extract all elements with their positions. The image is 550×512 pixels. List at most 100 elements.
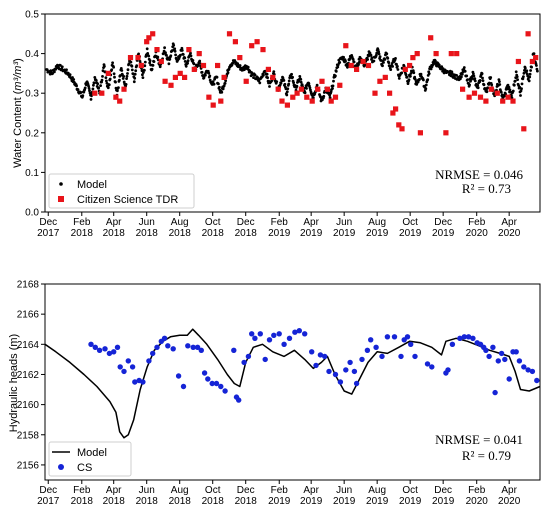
water-content-observation-point <box>443 130 449 136</box>
hydraulic-heads-xtick-label: Dec 2018 <box>235 485 258 507</box>
water-content-observation-point <box>488 86 494 92</box>
water-content-xtick-label: Oct 2019 <box>399 217 422 239</box>
water-content-observation-point <box>529 58 535 65</box>
water-content-model-point <box>286 87 290 91</box>
water-content-observation-point <box>510 98 516 104</box>
hydraulic-heads-observation-point <box>161 335 168 341</box>
hydraulic-heads-observation-point <box>351 368 358 375</box>
water-content-model-point <box>142 71 145 74</box>
water-content-observation-point <box>172 74 178 80</box>
water-content-model-point <box>226 71 230 75</box>
water-content-model-point <box>168 57 172 61</box>
water-content-model-point <box>112 72 116 76</box>
water-content-model-point <box>217 82 220 86</box>
water-content-model-point <box>122 75 126 78</box>
water-content-model-point <box>132 80 136 84</box>
water-content-observation-point <box>200 62 207 69</box>
water-content-model-point <box>68 73 72 77</box>
water-content-model-point <box>522 71 526 75</box>
water-content-model-point <box>515 75 519 79</box>
water-content-model-point <box>107 83 111 87</box>
water-content-model-point <box>212 82 216 86</box>
water-content-observation-point <box>279 98 285 104</box>
water-content-observation-point <box>92 90 98 96</box>
hydraulic-heads-observation-point <box>364 347 371 353</box>
water-content-model-point <box>397 77 401 80</box>
water-content-model-point <box>101 75 104 78</box>
water-content-model-point <box>529 69 532 72</box>
hydraulic-heads-observation-point <box>198 347 204 353</box>
water-content-model-point <box>532 52 536 56</box>
water-content-model-point <box>315 83 319 87</box>
hydraulic-heads-xtick-label: Oct 2019 <box>399 485 422 507</box>
water-content-model-point <box>253 73 257 77</box>
water-content-model-point <box>322 94 326 98</box>
water-content-model-point <box>372 59 376 63</box>
water-content-model-point <box>192 62 196 66</box>
water-content-model-point <box>76 88 80 91</box>
hydraulic-heads-observation-point <box>337 379 344 385</box>
hydraulic-heads-observation-point <box>449 341 456 347</box>
water-content-model-point <box>174 53 178 57</box>
water-content-xtick-label: Feb 2018 <box>71 217 94 239</box>
hydraulic-heads-observation-point <box>180 383 187 390</box>
water-content-model-point <box>334 70 338 73</box>
water-content-model-point <box>489 76 493 79</box>
water-content-model-point <box>126 72 129 75</box>
water-content-model-point <box>378 55 382 59</box>
hydraulic-heads-legend-label: CS <box>77 462 92 474</box>
water-content-model-point <box>422 78 425 82</box>
water-content-model-point <box>189 54 193 58</box>
water-content-model-point <box>519 89 523 93</box>
water-content-model-point <box>481 79 485 82</box>
hydraulic-heads-observation-point <box>359 356 365 363</box>
water-content-model-point <box>116 89 119 93</box>
water-content-observation-point <box>226 31 233 37</box>
water-content-model-point <box>463 69 467 73</box>
water-content-model-point <box>215 75 219 79</box>
water-content-observation-point <box>477 94 484 100</box>
water-content-model-point <box>486 86 490 90</box>
water-content-model-point <box>108 77 112 81</box>
water-content-model-point <box>342 55 345 59</box>
hydraulic-heads-xtick-label: Apr 2019 <box>300 485 323 507</box>
water-content-model-point <box>283 82 287 86</box>
water-content-observation-point <box>215 62 221 69</box>
water-content-observation-point <box>372 90 378 96</box>
water-content-model-point <box>513 79 517 83</box>
water-content-model-point <box>186 59 190 63</box>
water-content-model-point <box>92 81 96 85</box>
hydraulic-heads-observation-point <box>529 368 536 375</box>
water-content-observation-point <box>196 51 202 57</box>
water-content-model-point <box>370 56 374 60</box>
water-content-model-point <box>418 77 421 81</box>
water-content-model-point <box>290 72 293 76</box>
water-content-model-point <box>285 93 289 97</box>
water-content-model-point <box>394 57 397 60</box>
water-content-model-point <box>268 85 271 88</box>
water-content-model-point <box>111 61 114 65</box>
water-content-observation-point <box>177 70 183 76</box>
water-content-nrmse: NRMSE = 0.046 <box>435 167 523 182</box>
water-content-legend-label: Model <box>77 179 107 191</box>
hydraulic-heads-observation-point <box>513 349 519 355</box>
water-content-observation-point <box>290 94 296 100</box>
hydraulic-heads-observation-point <box>92 344 99 350</box>
water-content-model-point <box>429 67 433 71</box>
water-content-observation-point <box>168 82 174 88</box>
water-content-observation-point <box>275 86 281 92</box>
water-content-model-point <box>79 91 83 94</box>
water-content-ytick-label: 0.2 <box>25 128 39 139</box>
hydraulic-heads-observation-point <box>408 341 414 347</box>
water-content-model-point <box>485 90 489 94</box>
water-content-model-point <box>472 72 475 76</box>
water-content-model-point <box>87 84 90 88</box>
hydraulic-heads-observation-point <box>271 332 277 338</box>
water-content-model-point <box>499 90 503 94</box>
hydraulic-heads-nrmse: NRMSE = 0.041 <box>435 432 523 447</box>
water-content-model-point <box>369 53 373 57</box>
hydraulic-heads-ytick-label: 2168 <box>17 280 40 291</box>
hydraulic-heads-observation-point <box>326 368 332 375</box>
water-content-model-point <box>424 83 428 87</box>
